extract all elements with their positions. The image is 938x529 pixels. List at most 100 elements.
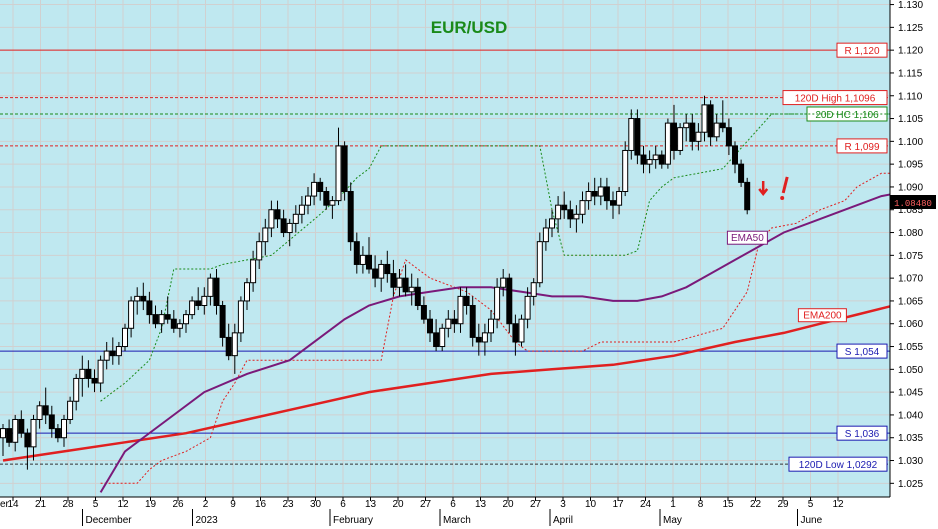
y-tick-label: 1.075 [898,251,923,262]
candle-down [317,181,324,193]
candle-down [506,277,513,325]
annotations: EMA50 EMA200 [726,176,847,323]
level-label: 120D High 1,1096 [795,94,876,105]
x-tick-label: 29 [777,499,789,510]
level-box [836,425,888,441]
candle-up [329,200,336,206]
x-tick-label: 15 [722,499,734,510]
resistance-trail-line [100,113,894,402]
level-box [836,138,888,154]
candle-down [18,418,25,434]
candle-down [402,277,409,293]
candle-up [542,227,549,243]
candle-up [488,318,494,334]
candle-up [268,209,275,229]
candle-up [292,213,299,224]
ema200-label: EMA200 [803,311,842,322]
x-tick-label: 13 [475,499,487,510]
candle-up [573,213,580,220]
candle-down [658,154,665,165]
level-box [836,42,888,58]
candle-up [244,282,250,302]
candle-down [24,432,31,448]
month-label: February [333,515,373,526]
y-tick-label: 1.070 [898,274,923,285]
candle-down [353,241,360,265]
candle-up [250,259,257,284]
candle-up [555,204,562,220]
candle-down [152,314,159,325]
candle-up [231,332,238,357]
candle-down [634,118,641,156]
level-label: R 1,099 [844,142,879,153]
level-label: S 1,036 [845,429,880,440]
candle-down [640,154,647,165]
level-label: 20D HC 1,106 [815,110,879,121]
candles [0,95,751,470]
candle-up [189,300,196,316]
candle-down [6,428,13,443]
y-axis: 1.025 1.030 1.035 1.040 1.045 1.050 1.055 1.060… [890,0,923,490]
x-tick-label: 21 [35,499,47,510]
candle-up [36,405,43,420]
candle-up [158,314,165,325]
y-tick-label: 1.090 [898,182,923,193]
x-tick-label: 28 [62,499,74,510]
candle-up [628,118,635,151]
y-axis-panel [890,0,938,529]
candle-down [433,332,440,348]
month-label: 2023 [196,515,219,526]
y-tick-label: 1.060 [898,319,923,330]
level-box [806,106,888,122]
candle-up [494,286,501,320]
x-tick-label: 27 [420,499,432,510]
candle-up [73,377,80,402]
candle-down [323,191,330,206]
ema200-label-box [797,308,847,323]
candle-up [378,263,385,279]
candle-down [732,145,738,165]
x-tick-label: 1 [670,499,676,510]
y-tick-label: 1.095 [898,160,923,171]
y-tick-label: 1.125 [898,23,923,34]
level-label: S 1,054 [845,347,880,358]
x-tick-label: 13 [365,499,377,510]
y-tick-label: 1.065 [898,296,923,307]
candle-down [140,295,147,302]
candle-down [567,209,574,220]
candle-down [213,277,220,306]
candle-up [646,159,653,165]
candle-down [689,122,696,142]
candle-down [561,204,568,211]
candle-down [347,191,354,243]
ema50-label: EMA50 [731,233,764,244]
candle-up [30,418,37,448]
x-tick-label: 12 [832,499,844,510]
candle-down [274,209,281,220]
y-tick-label: 1.080 [898,228,923,239]
candle-up [445,318,452,329]
candle-up [518,318,525,343]
x-tick-label: 26 [172,499,184,510]
ema50-label-box [726,230,768,245]
candle-up [579,200,586,215]
y-tick-label: 1.085 [898,205,923,216]
candle-down [475,336,482,343]
x-tick-label: 6 [450,499,456,510]
candle-down [42,405,49,416]
candle-down [427,318,433,334]
x-tick-label: 10 [585,499,597,510]
level-box [788,456,888,472]
month-label: March [443,515,471,526]
candle-up [439,327,446,348]
y-tick-label: 1.100 [898,137,923,148]
candle-up [701,104,708,133]
candle-up [115,346,122,357]
level-label: R 1,120 [844,46,879,57]
plot-background [0,0,890,497]
candle-down [225,336,232,357]
level-label: 120D Low 1,0292 [799,460,878,471]
candle-down [671,122,677,151]
y-tick-label: 1.035 [898,433,923,444]
candle-up [176,323,183,329]
